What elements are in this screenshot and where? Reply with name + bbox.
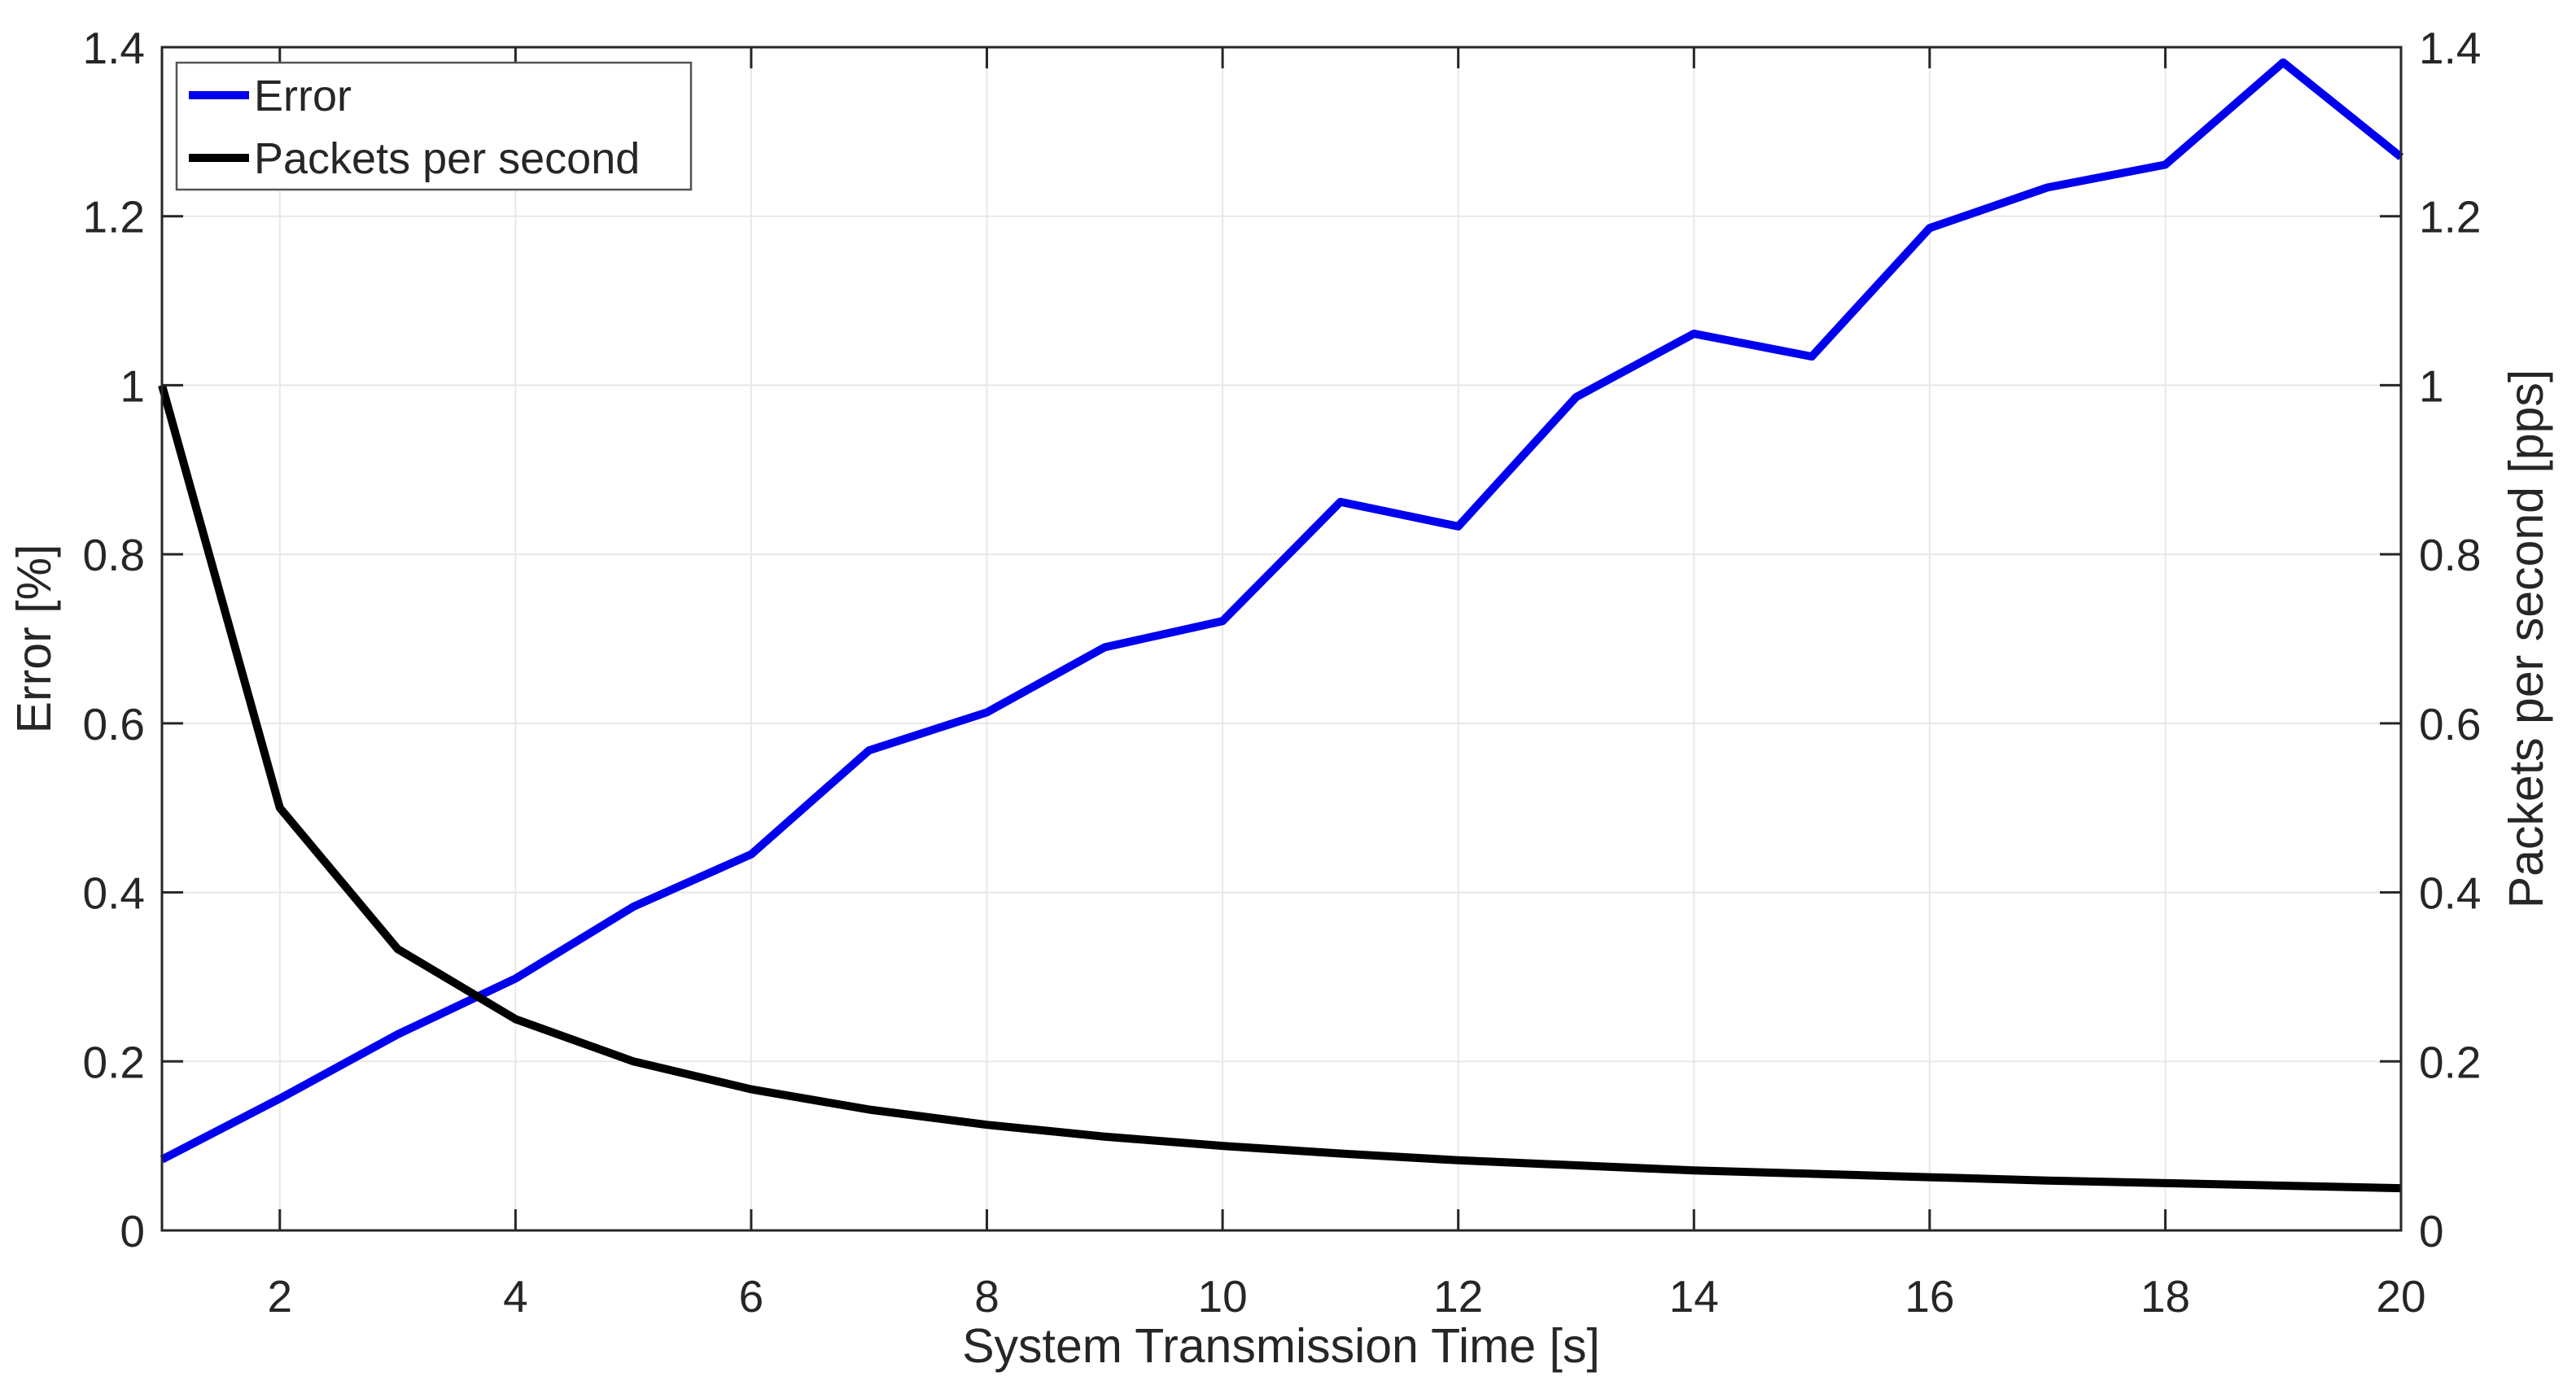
left-y-tick-label: 0.4 [83,868,145,919]
axis-ticks [162,46,2403,1232]
x-tick-label: 12 [1433,1271,1483,1322]
left-y-tick-labels: 0 0.2 0.4 0.6 0.8 1 1.2 1.4 [83,23,145,1256]
legend-label-pps: Packets per second [254,134,640,183]
y-axis-label-left: Error [%] [7,544,61,734]
right-y-tick-label: 1.2 [2419,192,2481,243]
x-tick-label: 18 [2141,1271,2190,1322]
right-y-tick-label: 1.4 [2419,23,2481,73]
right-y-tick-labels: 0 0.2 0.4 0.6 0.8 1 1.2 1.4 [2419,23,2481,1256]
right-y-tick-label: 0.6 [2419,699,2481,749]
legend: Error Packets per second [175,61,693,191]
left-y-tick-label: 0.2 [83,1037,145,1087]
series-line-packets-per-second [158,384,2402,1193]
left-y-tick-label: 0.6 [83,699,145,749]
data-series [158,58,2404,1193]
axes-frame [160,46,2403,1232]
gridlines [162,46,2402,1231]
x-tick-label: 8 [974,1271,999,1322]
x-tick-label: 6 [739,1271,764,1322]
x-tick-labels: 2 4 6 8 10 12 14 16 18 20 [267,1271,2425,1322]
left-y-tick-label: 1 [120,361,145,411]
left-y-tick-label: 1.2 [83,192,145,243]
right-y-tick-label: 0 [2419,1206,2444,1256]
left-y-tick-label: 0 [120,1206,145,1256]
x-tick-label: 20 [2376,1271,2425,1322]
x-axis-label: System Transmission Time [s] [962,1319,1600,1373]
plot-border [160,46,2403,1232]
series-line-error [160,58,2404,1164]
legend-box [175,61,693,191]
right-y-tick-label: 1 [2419,361,2444,411]
right-y-tick-label: 0.4 [2419,868,2481,919]
right-y-tick-label: 0.2 [2419,1037,2481,1087]
legend-label-error: Error [254,72,352,120]
x-tick-label: 14 [1669,1271,1719,1322]
right-y-tick-label: 0.8 [2419,530,2481,580]
x-tick-label: 2 [267,1271,292,1322]
left-y-tick-label: 1.4 [83,23,145,73]
x-tick-label: 10 [1198,1271,1248,1322]
left-y-tick-label: 0.8 [83,530,145,580]
x-tick-label: 16 [1905,1271,1954,1322]
y-axis-label-right: Packets per second [pps] [2499,369,2553,908]
x-tick-label: 4 [503,1271,528,1322]
